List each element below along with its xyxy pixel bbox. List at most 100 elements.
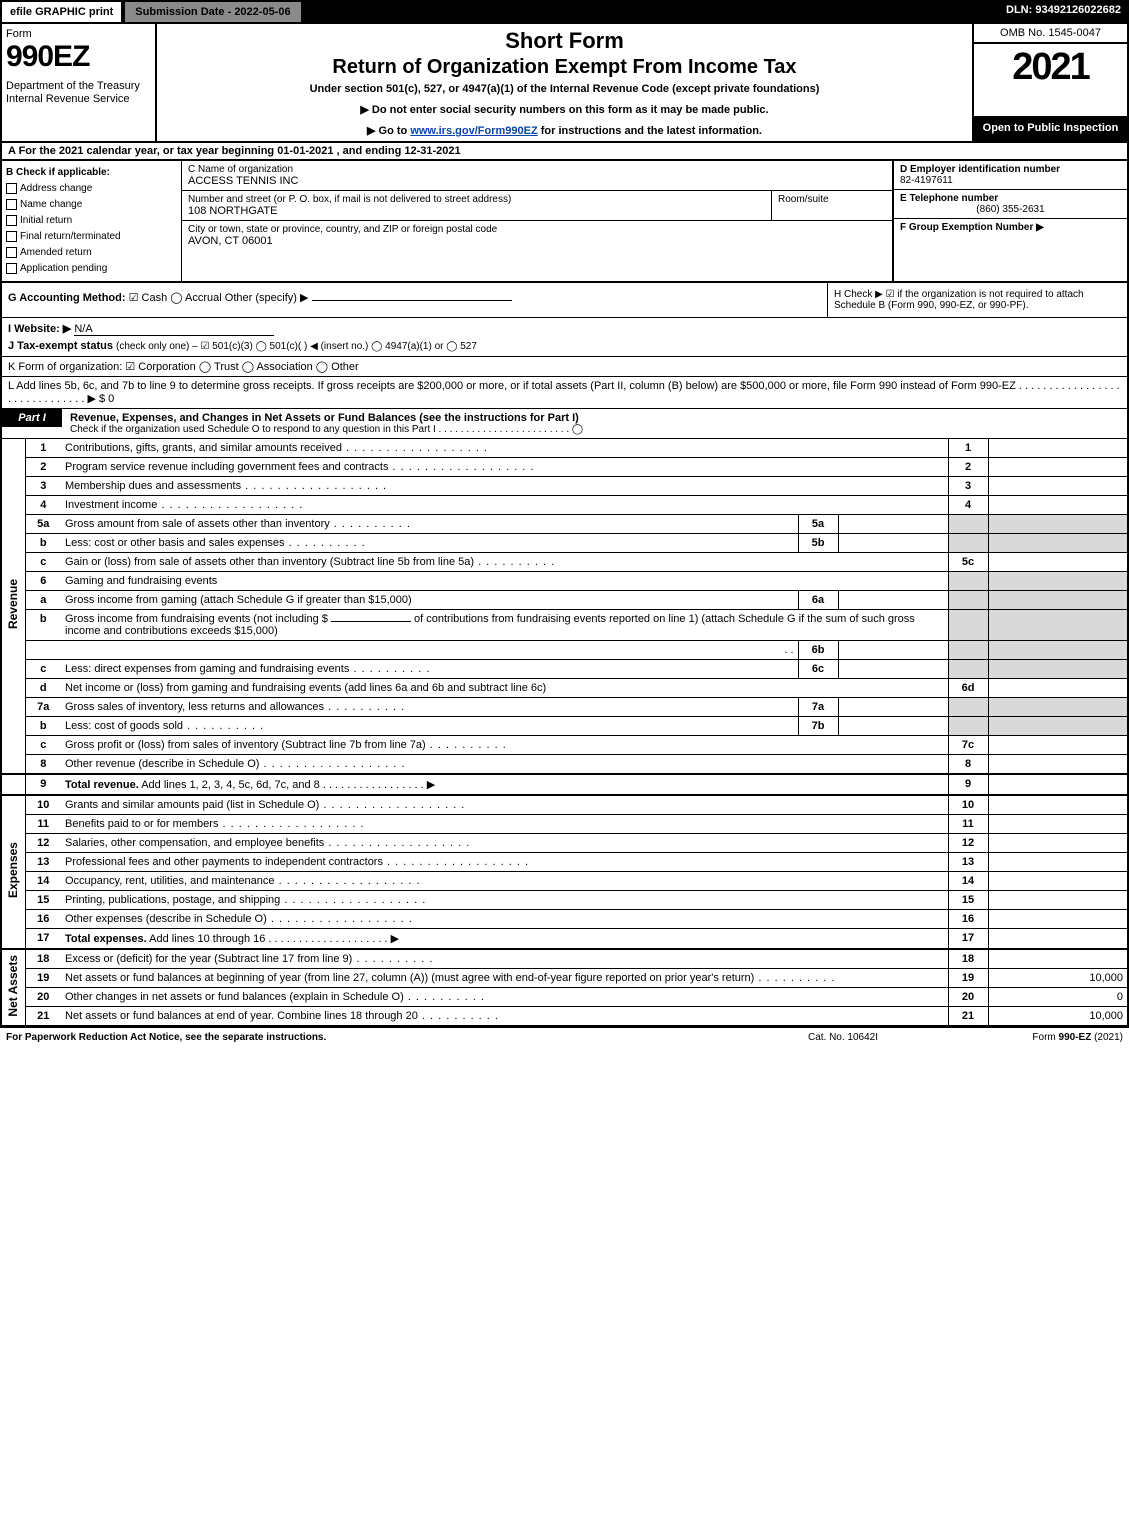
street-cell: Number and street (or P. O. box, if mail…	[182, 191, 772, 220]
department-label: Department of the Treasury Internal Reve…	[6, 80, 151, 106]
part1-subtitle: Check if the organization used Schedule …	[70, 424, 1119, 435]
line-10: Expenses 10Grants and similar amounts pa…	[1, 795, 1128, 815]
g-cash[interactable]: ☑ Cash	[129, 292, 168, 304]
line-6d: dNet income or (loss) from gaming and fu…	[1, 679, 1128, 698]
line-7a: 7aGross sales of inventory, less returns…	[1, 698, 1128, 717]
line-desc: Net income or (loss) from gaming and fun…	[65, 682, 546, 694]
street-value: 108 NORTHGATE	[188, 205, 765, 217]
line-6c: cLess: direct expenses from gaming and f…	[1, 660, 1128, 679]
line-desc: Salaries, other compensation, and employ…	[65, 837, 470, 849]
line-desc: Other expenses (describe in Schedule O)	[65, 913, 413, 925]
spacer	[303, 0, 998, 24]
line-5a: 5aGross amount from sale of assets other…	[1, 515, 1128, 534]
open-to-public-badge: Open to Public Inspection	[974, 116, 1127, 141]
line-desc: Professional fees and other payments to …	[65, 856, 529, 868]
line-desc: Gaming and fundraising events	[65, 575, 217, 587]
line-21: 21Net assets or fund balances at end of …	[1, 1007, 1128, 1026]
ij-block: I Website: ▶ N/A J Tax-exempt status (ch…	[0, 318, 1129, 356]
line-desc: Gross profit or (loss) from sales of inv…	[65, 739, 507, 751]
g-other[interactable]: Other (specify) ▶	[225, 292, 309, 304]
line-3: 3Membership dues and assessments 3	[1, 477, 1128, 496]
expenses-side-label: Expenses	[1, 795, 25, 949]
g-accrual[interactable]: ◯ Accrual	[170, 292, 221, 304]
section-l: L Add lines 5b, 6c, and 7b to line 9 to …	[0, 376, 1129, 409]
footer-formref: Form 990-EZ (2021)	[943, 1032, 1123, 1043]
l6b-amount-input[interactable]	[331, 621, 411, 622]
warning-line: ▶ Do not enter social security numbers o…	[165, 103, 964, 116]
line-4: 4Investment income 4	[1, 496, 1128, 515]
street-row: Number and street (or P. O. box, if mail…	[182, 191, 892, 221]
line-desc-rest: Add lines 1, 2, 3, 4, 5c, 6d, 7c, and 8 …	[141, 779, 435, 791]
cb-application-pending[interactable]: Application pending	[6, 261, 177, 277]
street-label: Number and street (or P. O. box, if mail…	[188, 194, 765, 205]
line-desc: Printing, publications, postage, and shi…	[65, 894, 426, 906]
l6b-pre: Gross income from fundraising events (no…	[65, 613, 328, 625]
line-14: 14Occupancy, rent, utilities, and mainte…	[1, 872, 1128, 891]
cb-amended-return[interactable]: Amended return	[6, 245, 177, 261]
ein-cell: D Employer identification number 82-4197…	[894, 161, 1127, 190]
phone-cell: E Telephone number (860) 355-2631	[894, 190, 1127, 219]
header-right: OMB No. 1545-0047 2021 Open to Public In…	[972, 24, 1127, 141]
form-number: 990EZ	[6, 40, 151, 74]
line-desc: Contributions, gifts, grants, and simila…	[65, 442, 488, 454]
footer-paperwork: For Paperwork Reduction Act Notice, see …	[6, 1032, 743, 1043]
v20: 0	[988, 988, 1128, 1007]
line-desc: Grants and similar amounts paid (list in…	[65, 799, 465, 811]
g-label: G Accounting Method:	[8, 292, 126, 304]
line-2: 2Program service revenue including gover…	[1, 458, 1128, 477]
website-label: I Website: ▶	[8, 323, 71, 335]
row-a-tax-year: A For the 2021 calendar year, or tax yea…	[0, 143, 1129, 161]
form-header: Form 990EZ Department of the Treasury In…	[0, 24, 1129, 143]
line-5c: cGain or (loss) from sale of assets othe…	[1, 553, 1128, 572]
form-title-short: Short Form	[165, 28, 964, 54]
line-desc-bold: Total revenue.	[65, 779, 139, 791]
efile-print-label[interactable]: efile GRAPHIC print	[0, 0, 123, 24]
line-6: 6Gaming and fundraising events	[1, 572, 1128, 591]
v21: 10,000	[988, 1007, 1128, 1026]
ans-num: 1	[948, 439, 988, 458]
tax-year: 2021	[974, 44, 1127, 116]
section-k: K Form of organization: ☑ Corporation ◯ …	[0, 356, 1129, 376]
section-c-org-info: C Name of organization ACCESS TENNIS INC…	[182, 161, 892, 281]
line-desc-bold: Total expenses.	[65, 933, 147, 945]
line-desc: Less: cost of goods sold	[65, 720, 264, 732]
cb-address-change[interactable]: Address change	[6, 181, 177, 197]
line-20: 20Other changes in net assets or fund ba…	[1, 988, 1128, 1007]
org-name-cell: C Name of organization ACCESS TENNIS INC	[182, 161, 892, 191]
line-desc: Occupancy, rent, utilities, and maintena…	[65, 875, 421, 887]
h-text: H Check ▶ ☑ if the organization is not r…	[834, 289, 1084, 311]
website-value: N/A	[74, 323, 274, 336]
revenue-side-label: Revenue	[1, 439, 25, 774]
line-desc: Less: direct expenses from gaming and fu…	[65, 663, 430, 675]
header-left: Form 990EZ Department of the Treasury In…	[2, 24, 157, 141]
cb-initial-return[interactable]: Initial return	[6, 213, 177, 229]
city-label: City or town, state or province, country…	[188, 224, 886, 235]
v19: 10,000	[988, 969, 1128, 988]
line-desc-rest: Add lines 10 through 16 . . . . . . . . …	[149, 933, 399, 945]
section-i: I Website: ▶ N/A	[8, 320, 1121, 338]
line-desc: Other changes in net assets or fund bala…	[65, 991, 485, 1003]
line-desc: Gross amount from sale of assets other t…	[65, 518, 411, 530]
line-desc: Net assets or fund balances at beginning…	[65, 972, 835, 984]
cb-final-return[interactable]: Final return/terminated	[6, 229, 177, 245]
ans-val	[988, 439, 1128, 458]
netassets-side-label: Net Assets	[1, 949, 25, 1026]
line-18: Net Assets 18Excess or (deficit) for the…	[1, 949, 1128, 969]
line-desc: Gross sales of inventory, less returns a…	[65, 701, 405, 713]
goto-post: for instructions and the latest informat…	[538, 125, 762, 137]
org-name-value: ACCESS TENNIS INC	[188, 175, 886, 187]
line-9: 9Total revenue. Total revenue. Add lines…	[1, 774, 1128, 795]
org-name-label: C Name of organization	[188, 164, 886, 175]
line-6a: aGross income from gaming (attach Schedu…	[1, 591, 1128, 610]
line-5b: bLess: cost or other basis and sales exp…	[1, 534, 1128, 553]
phone-label: E Telephone number	[900, 193, 1121, 204]
ein-label: D Employer identification number	[900, 164, 1121, 175]
line-12: 12Salaries, other compensation, and empl…	[1, 834, 1128, 853]
j-text: (check only one) – ☑ 501(c)(3) ◯ 501(c)(…	[116, 341, 477, 352]
irs-link[interactable]: www.irs.gov/Form990EZ	[410, 125, 537, 137]
line-8: 8Other revenue (describe in Schedule O) …	[1, 755, 1128, 775]
line-7c: cGross profit or (loss) from sales of in…	[1, 736, 1128, 755]
cb-name-change[interactable]: Name change	[6, 197, 177, 213]
part1-title-text: Revenue, Expenses, and Changes in Net As…	[70, 412, 579, 424]
g-other-input[interactable]	[312, 300, 512, 301]
